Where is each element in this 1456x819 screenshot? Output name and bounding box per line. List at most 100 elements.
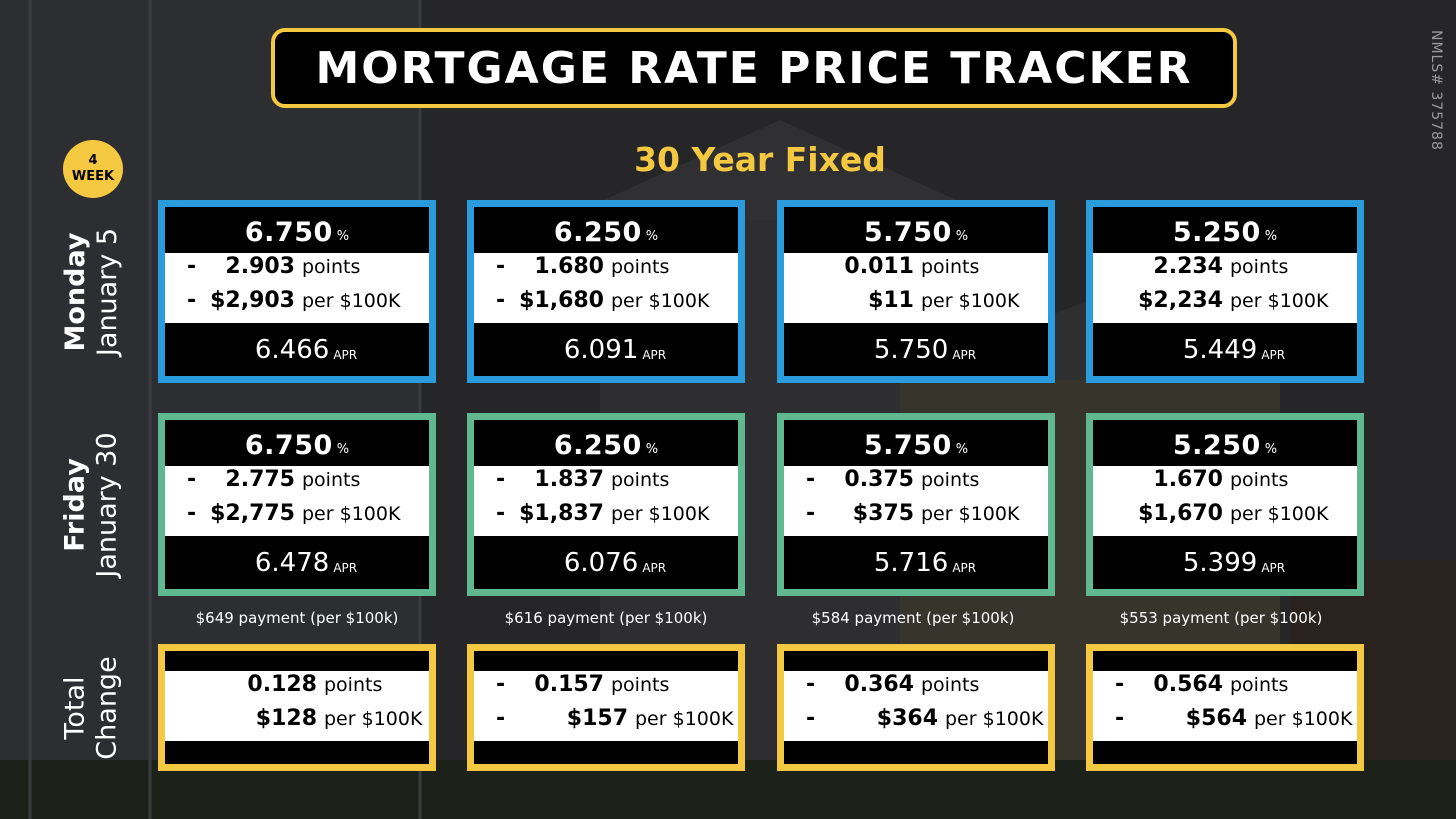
points-sign: -: [496, 254, 506, 279]
points-section: 1.670 points $1,670 per $100K: [1093, 466, 1357, 536]
week-badge-label: WEEK: [71, 169, 115, 184]
loan-type-subtitle: 30 Year Fixed: [634, 140, 886, 179]
percent-unit: %: [645, 228, 659, 244]
points-value: 0.011: [844, 254, 914, 279]
points-section: 0.011 points $11 per $100K: [784, 253, 1048, 323]
apr-value: 5.750: [873, 334, 949, 365]
apr-unit: APR: [1261, 560, 1286, 575]
per-100k-label: per $100K: [921, 503, 1020, 525]
friday-rate-card: 6.750% - 2.775 points - $2,775 per $100K 6.4…: [158, 413, 436, 596]
percent-unit: %: [1264, 441, 1278, 457]
per-100k-label: per $100K: [945, 708, 1044, 730]
interest-rate: 6.750: [244, 429, 333, 461]
points-label: points: [324, 674, 383, 696]
dollars-sign: -: [187, 501, 197, 526]
row-label-day: Friday: [60, 457, 92, 552]
total-change-card: - 0.157 points - $157 per $100K: [467, 644, 745, 771]
points-label: points: [302, 256, 361, 278]
points-value: 0.364: [844, 672, 914, 697]
points-value: 2.903: [225, 254, 295, 279]
per-100k-label: per $100K: [635, 708, 734, 730]
per-100k-label: per $100K: [1230, 503, 1329, 525]
apr-section: 5.449 APR: [1093, 323, 1357, 376]
dollars-sign: -: [496, 288, 506, 313]
points-section: - 2.775 points - $2,775 per $100K: [165, 466, 429, 536]
dollars-value: $1,670: [1138, 501, 1223, 526]
dollars-value: $1,680: [519, 288, 604, 313]
per-100k-label: per $100K: [921, 290, 1020, 312]
apr-section: 6.478 APR: [165, 536, 429, 589]
points-label: points: [921, 256, 980, 278]
apr-value: 6.091: [563, 334, 639, 365]
per-100k-label: per $100K: [302, 503, 401, 525]
points-section: - 0.564 points - $564 per $100K: [1093, 671, 1357, 741]
percent-unit: %: [955, 228, 969, 244]
row-label-total-change: Total Change: [60, 644, 123, 771]
points-value: 1.670: [1153, 467, 1223, 492]
apr-unit: APR: [642, 347, 667, 362]
points-label: points: [1230, 674, 1289, 696]
per-100k-label: per $100K: [302, 290, 401, 312]
percent-unit: %: [336, 228, 350, 244]
week-badge-number: 4: [88, 153, 98, 168]
row-label-monday: Monday January 5: [60, 200, 123, 383]
payment-caption: $553 payment (per $100k): [1119, 609, 1323, 627]
points-section: - 1.680 points - $1,680 per $100K: [474, 253, 738, 323]
rate-header: 5.750%: [784, 420, 1048, 466]
points-section: - 1.837 points - $1,837 per $100K: [474, 466, 738, 536]
points-value: 2.775: [225, 467, 295, 492]
points-section: - 0.157 points - $157 per $100K: [474, 671, 738, 741]
points-value: 0.375: [844, 467, 914, 492]
dollars-value: $1,837: [519, 501, 604, 526]
points-label: points: [611, 469, 670, 491]
points-label: points: [302, 469, 361, 491]
week-badge: 4 WEEK: [63, 140, 123, 198]
points-sign: -: [496, 672, 506, 697]
total-change-card: - 0.564 points - $564 per $100K: [1086, 644, 1364, 771]
friday-rate-card: 5.250% 1.670 points $1,670 per $100K 5.399…: [1086, 413, 1364, 596]
title-banner: MORTGAGE RATE PRICE TRACKER: [271, 28, 1237, 108]
dollars-value: $364: [876, 706, 938, 731]
apr-unit: APR: [642, 560, 667, 575]
points-value: 0.128: [247, 672, 317, 697]
points-value: 0.157: [534, 672, 604, 697]
rate-header: 5.750%: [784, 207, 1048, 253]
dollars-value: $157: [566, 706, 628, 731]
points-section: 0.128 points $128 per $100K: [165, 671, 429, 741]
points-label: points: [611, 256, 670, 278]
apr-section: 6.466 APR: [165, 323, 429, 376]
monday-rate-card: 6.250% - 1.680 points - $1,680 per $100K 6.0…: [467, 200, 745, 383]
points-label: points: [921, 674, 980, 696]
points-sign: -: [496, 467, 506, 492]
points-label: points: [921, 469, 980, 491]
dollars-value: $11: [868, 288, 914, 313]
per-100k-label: per $100K: [1230, 290, 1329, 312]
points-value: 1.680: [534, 254, 604, 279]
rate-header: 6.250%: [474, 207, 738, 253]
dollars-value: $564: [1185, 706, 1247, 731]
points-section: 2.234 points $2,234 per $100K: [1093, 253, 1357, 323]
monday-rate-card: 6.750% - 2.903 points - $2,903 per $100K 6.4…: [158, 200, 436, 383]
rate-header: 5.250%: [1093, 420, 1357, 466]
points-section: - 0.375 points - $375 per $100K: [784, 466, 1048, 536]
rate-header: 6.750%: [165, 207, 429, 253]
apr-value: 6.076: [563, 547, 639, 578]
points-value: 0.564: [1153, 672, 1223, 697]
apr-section: 5.716 APR: [784, 536, 1048, 589]
interest-rate: 5.750: [863, 429, 952, 461]
points-sign: -: [806, 672, 816, 697]
row-label-date: January 5: [92, 227, 123, 356]
points-section: - 2.903 points - $2,903 per $100K: [165, 253, 429, 323]
dollars-sign: -: [187, 288, 197, 313]
percent-unit: %: [1264, 228, 1278, 244]
dollars-value: $2,903: [210, 288, 295, 313]
dollars-value: $2,234: [1138, 288, 1223, 313]
points-sign: -: [187, 467, 197, 492]
dollars-value: $128: [255, 706, 317, 731]
payment-caption: $616 payment (per $100k): [504, 609, 708, 627]
row-label-line2: Change: [92, 655, 123, 760]
points-label: points: [1230, 469, 1289, 491]
per-100k-label: per $100K: [324, 708, 423, 730]
dollars-sign: -: [1115, 706, 1125, 731]
points-value: 2.234: [1153, 254, 1223, 279]
